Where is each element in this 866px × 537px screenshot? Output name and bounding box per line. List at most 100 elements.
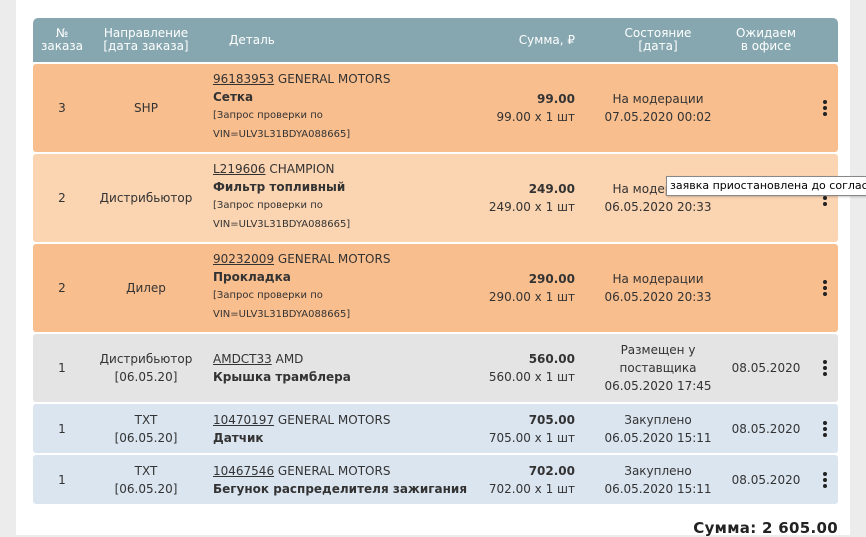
row-expected: 08.05.2020: [731, 361, 801, 375]
row-sum: 99.00 99.00 x 1 шт: [475, 64, 575, 152]
part-brand: GENERAL MOTORS: [277, 412, 391, 427]
vertical-dots-icon: [822, 419, 827, 439]
row-direction: Дистрибьютор: [99, 352, 193, 366]
order-row[interactable]: 1 TXT [06.05.20] 10467546 GENERAL MOTORS …: [33, 455, 838, 504]
order-row[interactable]: 3 SHP 96183953 GENERAL MOTORS Сетка [Зап…: [33, 64, 838, 152]
row-status: На модерации 06.05.2020 20:33: [593, 244, 723, 332]
row-direction-cell: Дилер: [91, 244, 201, 332]
row-qty: 560.00 x 1 шт: [488, 370, 575, 384]
part-brand: GENERAL MOTORS: [277, 72, 391, 86]
row-direction: Дистрибьютор: [99, 191, 193, 205]
row-status-date: 07.05.2020 00:02: [604, 110, 712, 124]
row-status-date: 06.05.2020 17:45: [604, 379, 712, 393]
row-qty: 249.00 x 1 шт: [488, 200, 575, 214]
row-status: Размещен у поставщика 06.05.2020 17:45: [593, 334, 723, 402]
row-amount: 290.00: [528, 272, 575, 286]
part-note: [Запрос проверки по VIN=ULV3L31BDYA08866…: [213, 290, 351, 320]
header-sum: Сумма, ₽: [518, 32, 575, 47]
vertical-dots-icon: [822, 98, 827, 118]
part-number-link[interactable]: 96183953: [213, 72, 275, 86]
order-row[interactable]: 2 Дилер 90232009 GENERAL MOTORS Прокладк…: [33, 244, 838, 332]
row-order-number: 2: [58, 281, 66, 295]
row-status-date: 06.05.2020 15:11: [604, 481, 712, 496]
order-row[interactable]: 1 TXT [06.05.20] 10470197 GENERAL MOTORS …: [33, 404, 838, 453]
row-expected: [721, 64, 811, 152]
row-menu-button[interactable]: [811, 154, 838, 242]
row-status-text: На модерации: [612, 272, 704, 286]
row-direction-cell: TXT [06.05.20]: [91, 404, 201, 453]
part-note: [Запрос проверки по VIN=ULV3L31BDYA08866…: [213, 110, 351, 140]
row-status-text: Размещен у поставщика: [619, 343, 697, 375]
row-sum: 290.00 290.00 x 1 шт: [475, 244, 575, 332]
row-order-number: 2: [58, 191, 66, 205]
row-direction-cell: TXT [06.05.20]: [91, 455, 201, 504]
row-direction-date: [06.05.20]: [114, 430, 178, 445]
part-name: Фильтр топливный: [213, 180, 346, 194]
row-sum: 249.00 249.00 x 1 шт: [475, 154, 575, 242]
row-expected: 08.05.2020: [731, 472, 801, 487]
row-direction-cell: Дистрибьютор [06.05.20]: [91, 334, 201, 402]
row-detail: 90232009 GENERAL MOTORS Прокладка [Запро…: [213, 244, 473, 332]
row-status: Закуплено 06.05.2020 15:11: [593, 455, 723, 504]
row-expected: [721, 154, 811, 242]
part-number-link[interactable]: AMDCT33: [213, 352, 272, 366]
part-name: Прокладка: [213, 270, 291, 284]
row-order-number: 1: [58, 421, 66, 436]
row-menu-button[interactable]: [811, 404, 838, 453]
header-status: Состояние [дата]: [624, 26, 692, 53]
row-order-number: 3: [58, 101, 66, 115]
part-name: Крышка трамблера: [213, 370, 351, 384]
row-order-number: 1: [58, 472, 66, 487]
vertical-dots-icon: [822, 470, 827, 490]
part-number-link[interactable]: 90232009: [213, 252, 275, 266]
orders-total: Сумма: 2 605.00: [693, 519, 838, 537]
part-brand: AMD: [275, 352, 304, 366]
row-direction: TXT: [134, 463, 158, 478]
orders-table: № заказа Направление [дата заказа] Детал…: [33, 18, 838, 504]
row-direction-date: [06.05.20]: [114, 481, 178, 496]
part-brand: GENERAL MOTORS: [277, 463, 391, 478]
row-amount: 249.00: [528, 182, 575, 196]
order-row[interactable]: 1 Дистрибьютор [06.05.20] AMDCT33 AMD Кры…: [33, 334, 838, 402]
row-expected: 08.05.2020: [731, 421, 801, 436]
row-direction-cell: Дистрибьютор: [91, 154, 201, 242]
part-name: Сетка: [213, 90, 254, 104]
row-expected: [721, 244, 811, 332]
row-menu-button[interactable]: [811, 455, 838, 504]
row-status-date: 06.05.2020 20:33: [604, 200, 712, 214]
row-status: На модерации 06.05.2020 20:33: [593, 154, 723, 242]
row-status-text: Закуплено: [624, 463, 692, 478]
row-qty: 702.00 x 1 шт: [488, 481, 575, 496]
part-name: Датчик: [213, 430, 264, 445]
part-number-link[interactable]: 10467546: [213, 463, 275, 478]
status-tooltip: заявка приостановлена до согласован: [666, 176, 866, 196]
part-number-link[interactable]: 10470197: [213, 412, 275, 427]
row-status-date: 06.05.2020 20:33: [604, 290, 712, 304]
row-detail: 10470197 GENERAL MOTORS Датчик: [213, 404, 473, 453]
part-number-link[interactable]: L219606: [213, 162, 266, 176]
row-status-text: На модерации: [612, 92, 704, 106]
row-status-date: 06.05.2020 15:11: [604, 430, 712, 445]
row-direction: Дилер: [126, 281, 166, 295]
row-order-number: 1: [58, 361, 66, 375]
row-sum: 560.00 560.00 x 1 шт: [475, 334, 575, 402]
part-brand: GENERAL MOTORS: [277, 252, 391, 266]
header-order-number: № заказа: [40, 26, 84, 53]
order-row[interactable]: 2 Дистрибьютор L219606 CHAMPION Фильтр т…: [33, 154, 838, 242]
row-amount: 560.00: [528, 352, 575, 366]
row-sum: 702.00 702.00 x 1 шт: [475, 455, 575, 504]
row-amount: 702.00: [528, 463, 575, 478]
part-note: [Запрос проверки по VIN=ULV3L31BDYA08866…: [213, 200, 351, 230]
row-qty: 290.00 x 1 шт: [488, 290, 575, 304]
row-detail: 10467546 GENERAL MOTORS Бегунок распреде…: [213, 455, 473, 504]
row-status-text: Закуплено: [624, 412, 692, 427]
row-detail: AMDCT33 AMD Крышка трамблера: [213, 334, 473, 402]
row-qty: 99.00 x 1 шт: [496, 110, 575, 124]
vertical-dots-icon: [822, 358, 827, 378]
row-menu-button[interactable]: [811, 244, 838, 332]
row-status: На модерации 07.05.2020 00:02: [593, 64, 723, 152]
row-menu-button[interactable]: [811, 64, 838, 152]
row-detail: L219606 CHAMPION Фильтр топливный [Запро…: [213, 154, 473, 242]
row-menu-button[interactable]: [811, 334, 838, 402]
row-direction-date: [06.05.20]: [114, 370, 178, 384]
